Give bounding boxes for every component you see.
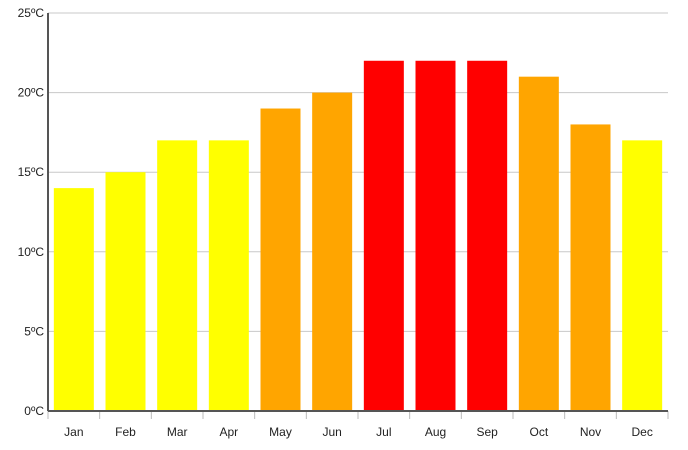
x-tick-label: Sep [476, 425, 498, 439]
bar-oct [518, 76, 559, 412]
y-tick-label: 15ºC [18, 165, 45, 179]
y-tick-label: 0ºC [24, 404, 44, 418]
x-tick-label: Nov [580, 425, 601, 439]
x-tick-label: Mar [167, 425, 188, 439]
bar-dec [622, 140, 663, 412]
x-tick-label: May [269, 425, 292, 439]
y-tick-label: 20ºC [18, 86, 45, 100]
x-tick-label: Feb [115, 425, 136, 439]
x-tick-label: Aug [425, 425, 446, 439]
bars [53, 60, 663, 412]
y-tick-label: 25ºC [18, 6, 45, 20]
x-tick-label: Dec [631, 425, 652, 439]
bar-jul [363, 60, 404, 411]
bar-feb [105, 172, 146, 411]
bar-nov [570, 124, 611, 411]
bar-mar [157, 140, 198, 412]
bar-sep [467, 60, 508, 411]
bar-may [260, 108, 301, 412]
y-tick-label: 10ºC [18, 245, 45, 259]
x-tick-label: Jan [64, 425, 83, 439]
x-tick-label: Jul [376, 425, 391, 439]
x-tick-label: Apr [219, 425, 238, 439]
bar-apr [208, 140, 249, 412]
y-tick-label: 5ºC [24, 324, 44, 338]
bar-jan [53, 188, 94, 411]
x-tick-label: Oct [529, 425, 548, 439]
x-axis-ticks: Jan Feb Mar Apr May Jun Jul Aug Sep Oct Nov Dec [47, 411, 669, 439]
x-tick-label: Jun [322, 425, 341, 439]
bar-aug [415, 60, 456, 411]
y-axis-ticks: 0ºC 5ºC 10ºC 15ºC 20ºC 25ºC [18, 6, 45, 418]
bar-jun [312, 92, 353, 411]
gridlines [48, 12, 668, 332]
